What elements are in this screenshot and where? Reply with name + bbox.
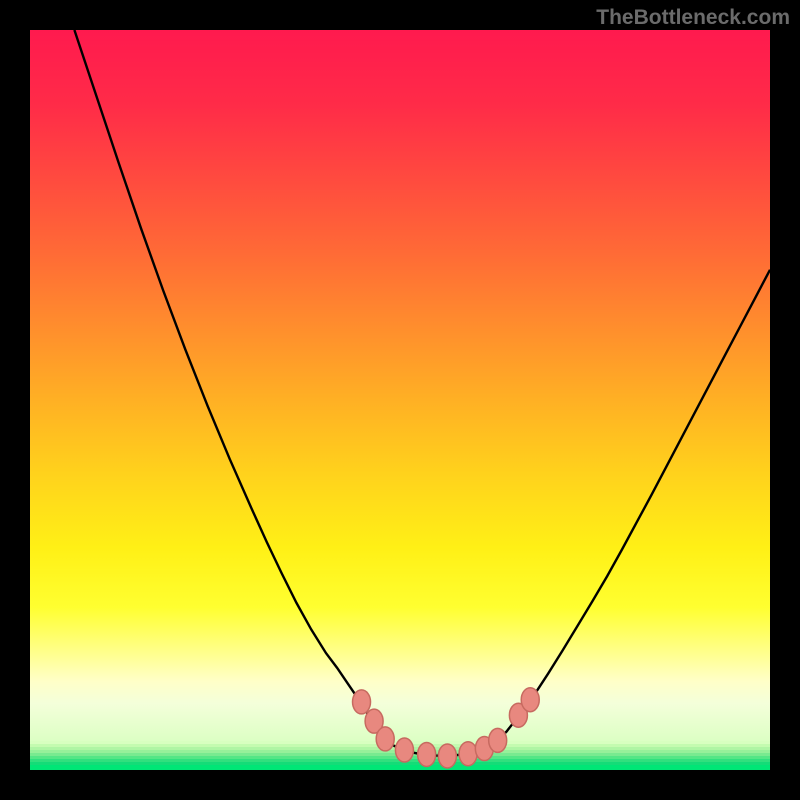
chart-background bbox=[30, 30, 770, 770]
watermark-text: TheBottleneck.com bbox=[596, 6, 790, 30]
bottleneck-chart bbox=[30, 30, 770, 770]
